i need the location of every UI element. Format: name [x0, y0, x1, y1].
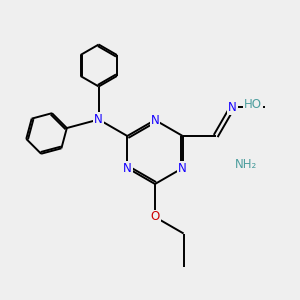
Text: N: N	[94, 113, 103, 126]
Text: N: N	[151, 113, 159, 127]
Text: N: N	[178, 161, 187, 175]
Text: N: N	[123, 161, 132, 175]
Text: N: N	[228, 101, 237, 114]
Text: HO: HO	[244, 98, 262, 111]
Text: NH₂: NH₂	[235, 158, 257, 171]
Text: O: O	[150, 211, 160, 224]
